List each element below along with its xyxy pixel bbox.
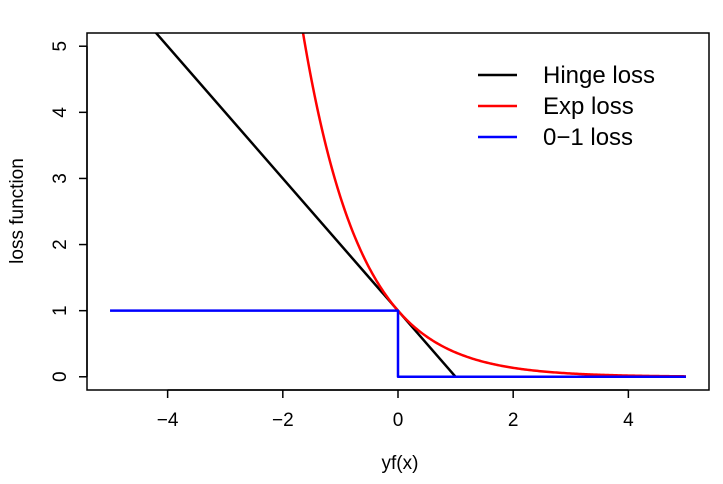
y-tick-label: 2 [50,239,71,250]
x-tick-label: 4 [623,410,634,431]
y-tick-label: 4 [50,107,71,118]
y-tick-label: 0 [50,371,71,382]
y-tick-label: 3 [50,173,71,184]
legend-label-exp-loss: Exp loss [543,93,634,120]
x-axis: −4 −2 0 2 4 [157,389,634,431]
x-tick-label: 0 [393,410,404,431]
series-layer [110,33,686,379]
y-tick-label: 5 [50,41,71,52]
series-line-0-1-loss [110,309,686,379]
x-axis-label: yf(x) [382,453,419,474]
y-axis: 0 1 2 3 4 5 [50,41,88,382]
y-tick-label: 1 [50,305,71,316]
x-tick-label: −2 [272,410,294,431]
legend-label-0-1-loss: 0−1 loss [543,124,633,151]
x-tick-label: 2 [508,410,519,431]
y-axis-label: loss function [7,158,28,264]
legend: Hinge loss Exp loss 0−1 loss [478,62,655,151]
x-tick-label: −4 [157,410,179,431]
legend-label-hinge-loss: Hinge loss [543,62,655,89]
